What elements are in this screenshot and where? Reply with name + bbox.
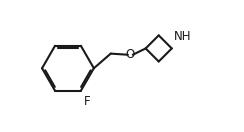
Text: F: F — [84, 95, 90, 108]
Text: NH: NH — [173, 30, 191, 43]
Text: O: O — [125, 48, 134, 61]
